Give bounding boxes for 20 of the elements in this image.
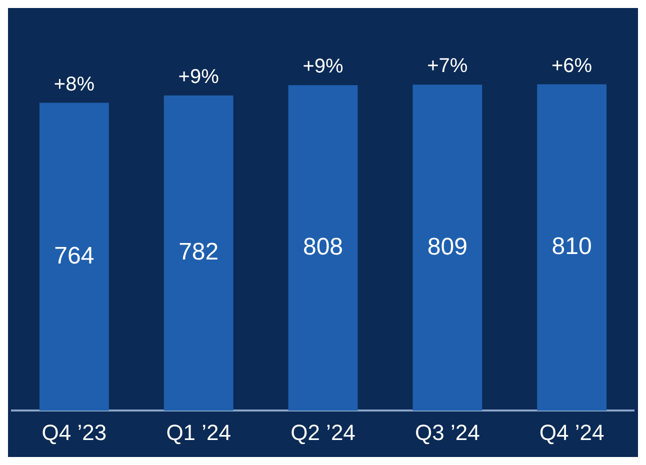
annotation: +9% <box>302 56 344 78</box>
data-label: 808 <box>302 233 344 260</box>
data-label: 809 <box>427 233 468 260</box>
x-tick-label: Q4 ’23 <box>42 420 107 445</box>
x-tick-label: Q1 ’24 <box>166 420 232 445</box>
data-label: 782 <box>178 238 219 266</box>
x-tick-label: Q4 ’24 <box>539 420 604 445</box>
bar <box>164 96 234 411</box>
bar <box>288 85 358 411</box>
annotation: +7% <box>427 55 468 78</box>
data-label: 810 <box>552 233 592 260</box>
annotation: +9% <box>178 66 220 88</box>
bar <box>537 84 607 411</box>
x-tick-label: Q2 ’24 <box>290 420 356 445</box>
data-label: 764 <box>54 242 94 270</box>
x-tick-label: Q3 ’24 <box>414 420 480 445</box>
annotation: +8% <box>54 73 95 96</box>
bar <box>412 84 482 411</box>
annotation: +6% <box>552 54 592 77</box>
bar <box>39 102 109 411</box>
